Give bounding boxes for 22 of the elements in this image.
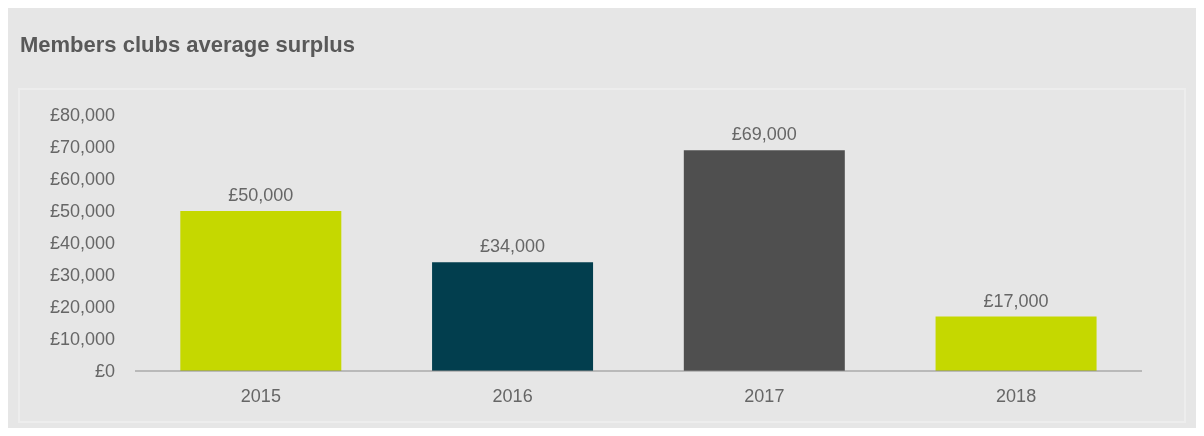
- data-label: £69,000: [731, 124, 797, 145]
- y-tick-label: £70,000: [49, 137, 115, 158]
- y-tick-label: £30,000: [49, 265, 115, 286]
- y-tick-label: £60,000: [49, 169, 115, 190]
- x-tick-label: 2016: [492, 385, 533, 406]
- x-tick-label: 2017: [744, 385, 785, 406]
- bar: [935, 316, 1097, 371]
- bar: [683, 150, 845, 371]
- x-tick-label: 2018: [996, 385, 1037, 406]
- y-tick-label: £10,000: [49, 329, 115, 350]
- chart-title: Members clubs average surplus: [20, 32, 356, 58]
- data-label: £34,000: [480, 236, 546, 257]
- y-tick-label: £50,000: [49, 201, 115, 222]
- y-tick-label: £80,000: [49, 105, 115, 126]
- data-label: £17,000: [983, 290, 1049, 311]
- data-label: £50,000: [228, 185, 294, 205]
- y-tick-label: £20,000: [49, 297, 115, 318]
- bar: [180, 211, 342, 371]
- bar: [432, 262, 594, 371]
- y-tick-label: £0: [94, 361, 115, 382]
- y-tick-label: £40,000: [49, 233, 115, 254]
- x-tick-label: 2015: [240, 385, 281, 406]
